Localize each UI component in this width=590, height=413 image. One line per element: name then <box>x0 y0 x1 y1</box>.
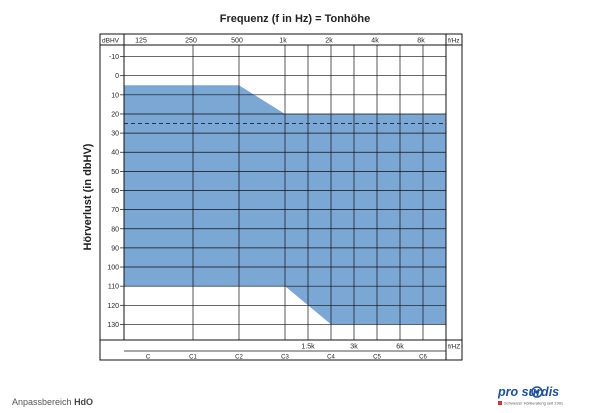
pro-surdis-logo: pro surdis Schweizer Hörberatung seit 19… <box>497 382 583 406</box>
swiss-flag-icon <box>498 401 502 405</box>
x-top-tick-label: 4k <box>371 38 379 45</box>
y-unit-label: dBHV <box>102 38 120 45</box>
logo-ear-icon <box>531 386 543 398</box>
x-top-tick-label: 500 <box>231 38 243 45</box>
x-top-tick-label: 250 <box>185 38 197 45</box>
x-bottom-tick-label: 3k <box>350 344 358 351</box>
y-tick-label: 20 <box>111 111 119 118</box>
y-tick-label: 110 <box>108 284 119 291</box>
x-bottom-tick-label: 1.5k <box>301 344 315 351</box>
y-tick-label: 50 <box>111 169 119 176</box>
top-unit-label: f/Hz <box>448 38 460 45</box>
y-tick-label: 100 <box>107 265 119 272</box>
y-tick-label: 0 <box>115 73 119 80</box>
y-tick-label: 10 <box>111 92 119 99</box>
note-label: C2 <box>235 355 243 361</box>
y-tick-label: 130 <box>107 322 119 329</box>
y-tick-label: 30 <box>111 131 119 138</box>
y-tick-label: 90 <box>111 245 119 252</box>
note-label: C5 <box>373 355 381 361</box>
y-tick-label: -10 <box>109 54 119 61</box>
chart-frame <box>99 33 463 361</box>
y-tick-label: 80 <box>111 226 119 233</box>
note-label: C3 <box>281 355 289 361</box>
x-top-tick-label: 8k <box>417 38 425 45</box>
logo-tagline: Schweizer Hörberatung seit 1991 <box>504 401 564 406</box>
x-bottom-tick-label: 6k <box>396 344 404 351</box>
caption-model: HdO <box>74 397 94 407</box>
caption-prefix: Anpassbereich <box>12 397 72 407</box>
note-label: C6 <box>419 355 427 361</box>
note-label: C4 <box>327 355 335 361</box>
logo-text: pro surdis <box>497 385 559 399</box>
note-label: C1 <box>189 355 197 361</box>
note-label: C <box>146 355 151 361</box>
y-tick-label: 70 <box>111 207 119 214</box>
y-tick-label: 40 <box>111 150 119 157</box>
x-top-tick-label: 2k <box>325 38 333 45</box>
x-top-tick-label: 125 <box>135 38 147 45</box>
chart-title: Frequenz (f in Hz) = Tonhöhe <box>219 13 371 25</box>
bottom-unit-label: f/HZ <box>448 344 460 351</box>
y-tick-label: 120 <box>107 303 119 310</box>
caption: Anpassbereich HdO <box>12 397 93 407</box>
y-tick-label: 60 <box>111 188 119 195</box>
x-top-tick-label: 1k <box>279 38 287 45</box>
